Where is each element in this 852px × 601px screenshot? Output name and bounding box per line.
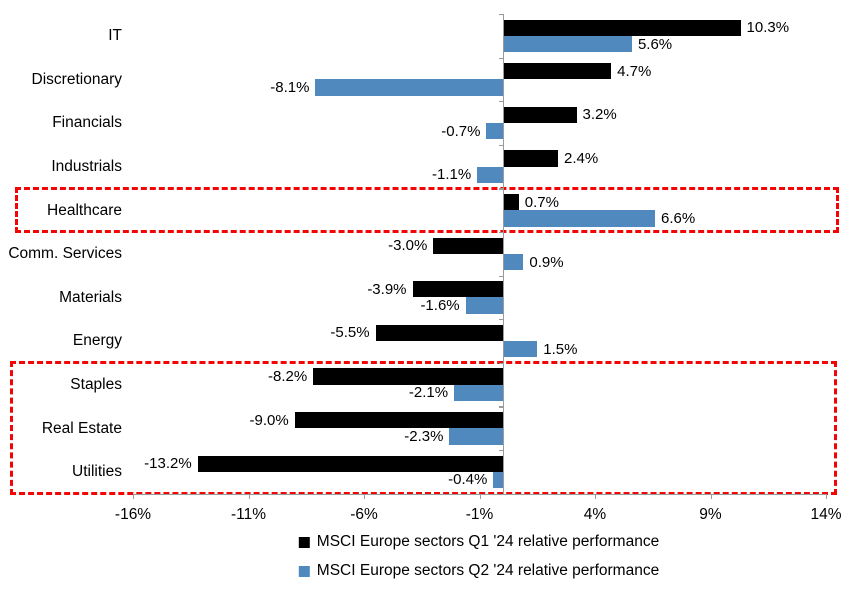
- value-label-q2: -1.6%: [420, 297, 460, 315]
- category-label: Real Estate: [41, 419, 122, 437]
- bar-q2: [486, 123, 503, 140]
- category-label: Healthcare: [47, 201, 122, 219]
- bar-q2: [449, 428, 503, 445]
- y-axis-tick: [498, 144, 503, 147]
- value-label-q2: -2.3%: [404, 427, 444, 445]
- x-tick-label: -16%: [114, 505, 152, 523]
- legend-item-q1: MSCI Europe sectors Q1 '24 relative perf…: [298, 532, 660, 552]
- value-label-q2: 6.6%: [661, 209, 696, 227]
- bar-q1: [375, 324, 503, 342]
- y-axis-tick: [498, 14, 503, 16]
- value-label-q2: 0.9%: [529, 253, 564, 271]
- category-label: Comm. Services: [8, 245, 122, 263]
- value-label-q1: 4.7%: [617, 62, 652, 80]
- y-axis-tick: [498, 275, 503, 277]
- y-axis-tick: [498, 231, 503, 234]
- category-label: IT: [108, 27, 122, 45]
- bar-q2: [465, 297, 503, 314]
- value-label-q1: 2.4%: [564, 150, 599, 168]
- bar-q1: [433, 237, 503, 254]
- value-label-q2: -8.1%: [270, 79, 310, 97]
- y-axis-line: [502, 14, 505, 494]
- bar-q1: [197, 455, 503, 472]
- category-label: Financials: [52, 114, 122, 132]
- category-label: Industrials: [51, 158, 122, 176]
- x-axis-tick: [826, 493, 828, 499]
- bar-q2: [502, 210, 656, 227]
- highlight-box-defensives: [10, 361, 837, 495]
- bar-q1: [313, 368, 503, 385]
- x-axis-tick: [364, 493, 366, 499]
- value-label-q2: -0.4%: [448, 471, 488, 489]
- y-axis-tick: [498, 57, 503, 59]
- x-axis-tick: [248, 493, 250, 499]
- value-label-q1: -9.0%: [249, 411, 289, 429]
- legend-swatch-q1-icon: [298, 536, 310, 548]
- value-label-q2: -1.1%: [432, 166, 472, 184]
- y-axis-tick: [498, 449, 503, 452]
- category-label: Utilities: [72, 463, 122, 481]
- legend-swatch-q2-icon: [298, 565, 310, 577]
- value-label-q1: -3.9%: [367, 280, 407, 298]
- y-axis-tick: [498, 406, 503, 408]
- value-label-q1: -13.2%: [144, 455, 192, 473]
- x-axis-tick: [133, 493, 135, 499]
- value-label-q2: -0.7%: [441, 122, 481, 140]
- value-label-q1: -5.5%: [330, 324, 370, 342]
- bar-q2: [477, 166, 503, 183]
- bar-q2: [502, 35, 632, 53]
- legend-label-q1: MSCI Europe sectors Q1 '24 relative perf…: [316, 533, 660, 550]
- x-tick-label: -11%: [230, 505, 267, 523]
- value-label-q2: 5.6%: [637, 35, 673, 53]
- bar-q2: [502, 253, 524, 271]
- x-tick-label: 9%: [699, 505, 722, 523]
- x-tick-label: -1%: [465, 505, 494, 523]
- bar-q1: [412, 281, 503, 298]
- bar-q1: [502, 63, 612, 80]
- y-axis-tick: [498, 101, 503, 103]
- bar-q1: [502, 150, 559, 167]
- legend-label-q2: MSCI Europe sectors Q2 '24 relative perf…: [316, 562, 660, 579]
- value-label-q1: 10.3%: [746, 19, 790, 37]
- value-label-q1: -8.2%: [267, 367, 308, 385]
- category-label: Discretionary: [31, 70, 122, 88]
- bar-q1: [502, 19, 741, 36]
- bar-q2: [315, 79, 503, 96]
- x-tick-label: 14%: [810, 505, 842, 523]
- bar-q2: [454, 384, 503, 401]
- bar-q2: [493, 471, 503, 489]
- x-axis-tick: [710, 493, 712, 499]
- bar-q1: [502, 106, 577, 124]
- x-tick-label: -6%: [350, 505, 378, 523]
- x-axis-tick: [595, 493, 597, 499]
- value-label-q1: -3.0%: [388, 237, 428, 255]
- y-axis-tick: [498, 319, 503, 321]
- x-axis-tick: [479, 493, 481, 499]
- value-label-q2: -2.1%: [408, 384, 449, 402]
- x-tick-label: 4%: [583, 505, 607, 523]
- value-label-q1: 0.7%: [524, 193, 559, 211]
- category-label: Energy: [72, 332, 122, 350]
- legend-item-q2: MSCI Europe sectors Q2 '24 relative perf…: [298, 561, 660, 581]
- category-label: Staples: [70, 376, 122, 394]
- highlight-box-healthcare: [15, 186, 839, 234]
- bar-q1: [502, 193, 519, 211]
- bar-q1: [294, 411, 503, 429]
- bar-q2: [502, 341, 538, 358]
- value-label-q2: 1.5%: [543, 340, 578, 358]
- legend: MSCI Europe sectors Q1 '24 relative perf…: [298, 532, 660, 581]
- category-label: Materials: [59, 288, 122, 306]
- y-axis-tick: [498, 362, 503, 365]
- value-label-q1: 3.2%: [582, 106, 617, 124]
- y-axis-tick: [498, 188, 503, 190]
